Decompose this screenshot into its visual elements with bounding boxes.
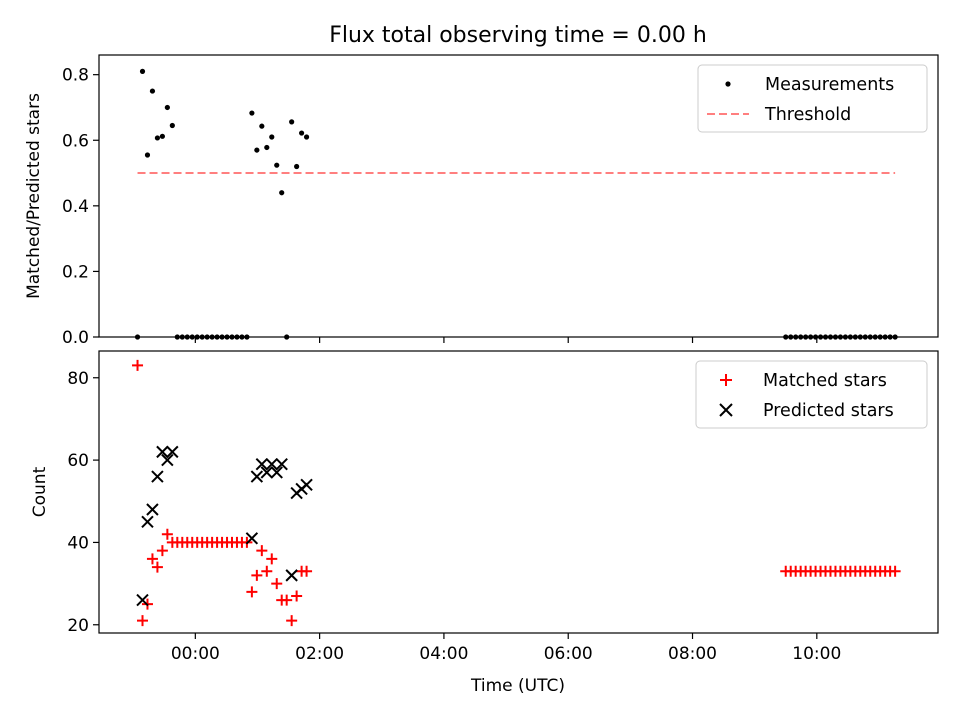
legend-measurements-label: Measurements (765, 75, 894, 95)
measurement-point (289, 119, 295, 125)
predicted-stars-point (146, 503, 159, 516)
measurement-point (139, 68, 146, 74)
matched-stars-point (261, 565, 273, 577)
top-legend: Measurements Threshold (697, 64, 928, 133)
ytick-label: 0.8 (62, 66, 89, 86)
bottom-y-axis-label: Count (30, 466, 50, 517)
xtick-label: 00:00 (171, 644, 220, 664)
legend-predicted-marker (719, 403, 733, 417)
predicted-stars-point (136, 593, 149, 607)
measurement-point (269, 134, 275, 140)
measurement-point (169, 122, 175, 129)
measurement-point (299, 130, 305, 136)
ytick-label: 80 (67, 369, 89, 389)
predicted-stars-point (151, 470, 164, 483)
bottom-yticks: 20 40 60 80 (67, 369, 99, 636)
measurement-point (254, 147, 260, 153)
xtick-label: 02:00 (295, 644, 344, 664)
predicted-stars-point (161, 453, 174, 467)
matched-stars-point (291, 590, 303, 602)
measurement-point (274, 162, 280, 168)
bottom-legend-box (695, 360, 928, 429)
measurement-point (264, 144, 270, 151)
legend-matched-marker (720, 374, 732, 386)
matched-stars-point (161, 528, 173, 540)
ytick-label: 20 (67, 616, 89, 636)
predicted-stars-point (141, 515, 154, 529)
bottom-data (132, 359, 901, 627)
top-y-axis-label: Matched/Predicted stars (24, 93, 44, 299)
predicted-stars-point (265, 458, 278, 471)
bottom-legend: Matched stars Predicted stars (695, 360, 928, 429)
ytick-label: 60 (67, 451, 89, 471)
legend-predicted-label: Predicted stars (763, 401, 894, 421)
ytick-label: 0.2 (62, 262, 89, 282)
top-xticks (194, 337, 818, 343)
bottom-xticks: 00:00 02:00 04:00 06:00 08:00 10:00 (171, 633, 841, 664)
legend-measurements-marker (725, 81, 731, 87)
measurement-point (294, 163, 300, 170)
top-yticks: 0.0 0.2 0.4 0.6 0.8 (62, 66, 99, 348)
predicted-stars-point (270, 466, 283, 479)
predicted-stars-point (300, 478, 313, 492)
matched-stars-point (271, 578, 283, 590)
predicted-stars-point (255, 458, 269, 471)
bottom-axes-frame (98, 350, 939, 634)
matched-stars-point (286, 615, 298, 627)
matched-stars-point (151, 561, 163, 573)
matched-stars-point (256, 545, 268, 557)
predicted-stars-point (250, 470, 264, 483)
measurement-point (249, 110, 255, 116)
ytick-label: 0.0 (62, 328, 89, 348)
xtick-label: 10:00 (792, 644, 841, 664)
measurement-point (159, 133, 165, 139)
predicted-stars-point (275, 458, 288, 471)
matched-stars-point (156, 545, 168, 557)
matched-stars-point (137, 615, 149, 627)
matched-stars-point (301, 565, 313, 577)
matched-stars-point (281, 594, 293, 606)
measurement-point (164, 104, 170, 111)
top-axes-frame (98, 54, 939, 338)
ytick-label: 0.4 (62, 197, 89, 217)
measurement-point (149, 88, 156, 94)
matched-stars-point (251, 569, 263, 581)
matched-stars-point (132, 359, 144, 371)
predicted-stars-point (285, 569, 298, 582)
predicted-stars-point (245, 532, 259, 545)
matched-stars-point (146, 553, 158, 565)
matched-stars-point (889, 565, 901, 577)
measurement-point (259, 123, 265, 129)
legend-matched-label: Matched stars (763, 371, 887, 391)
measurement-point (154, 135, 161, 141)
matched-stars-point (266, 553, 278, 565)
xtick-label: 04:00 (419, 644, 468, 664)
measurement-point (279, 190, 285, 196)
xtick-label: 06:00 (544, 644, 593, 664)
predicted-stars-point (156, 445, 169, 459)
ytick-label: 0.6 (62, 131, 89, 151)
legend-threshold-label: Threshold (764, 105, 851, 125)
ytick-label: 40 (67, 533, 89, 553)
chart-title: Flux total observing time = 0.00 h (329, 23, 707, 48)
measurement-point (303, 134, 310, 140)
measurement-point (144, 152, 151, 158)
xtick-label: 08:00 (668, 644, 717, 664)
x-axis-label: Time (UTC) (470, 676, 565, 696)
top-legend-box (697, 64, 928, 133)
top-panel: Flux total observing time = 0.00 h 0.00.… (24, 23, 939, 348)
predicted-stars-point (166, 445, 179, 459)
matched-stars-point (246, 586, 258, 598)
predicted-stars-point (260, 466, 274, 479)
